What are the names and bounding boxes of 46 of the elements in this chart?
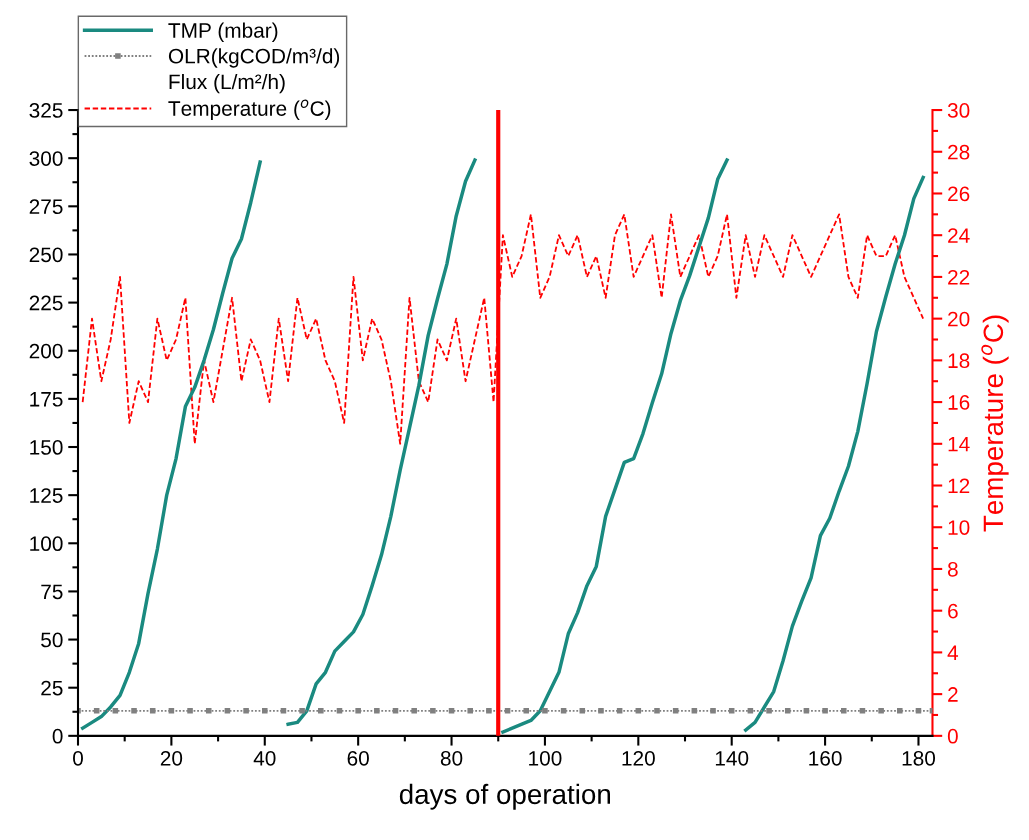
y-tick-label: 125 [30,488,63,503]
y2-tick-label: 24 [948,228,970,243]
y-tick-label: 225 [29,295,63,311]
y2-tick-label: 16 [948,395,970,410]
y-tick-label: 75 [41,584,63,600]
y2-tick-label: 28 [948,144,970,160]
x-tick-label: 180 [902,750,936,766]
y-tick-label: 250 [29,247,63,263]
x-tick-label: 80 [440,750,463,766]
y2-tick-label: 2 [948,687,958,702]
x-tick-label: 20 [160,750,183,766]
y-tick-label: 0 [52,728,63,744]
y-tick-label: 200 [29,343,63,359]
x-tick-label: 40 [253,750,276,766]
y-tick-label: 175 [30,392,63,407]
y-tick-label: 50 [41,632,63,648]
y-tick-label: 25 [41,680,63,696]
y-tick-label: 300 [29,151,63,166]
x-tick-label: 0 [73,750,83,766]
y2-tick-label: 14 [948,437,970,452]
y-tick-label: 325 [29,103,63,118]
legend-label: TMP (mbar) [168,22,278,42]
y2-tick-label: 26 [948,186,970,202]
y2-tick-label: 30 [947,103,970,118]
y2-tick-label: 0 [947,728,958,744]
y2-tick-label: 20 [948,311,970,327]
y2-tick-label: 8 [947,561,958,577]
legend-label: OLR(kgCOD/m³/d) [168,48,340,68]
y-tick-label: 150 [30,440,63,455]
x-tick-label: 60 [347,750,369,766]
x-tick-label: 100 [529,750,562,766]
x-tick-label: 140 [715,750,749,766]
y-tick-label: 100 [30,536,63,552]
y2-tick-label: 4 [947,645,959,660]
x-tick-label: 160 [809,750,842,766]
y2-tick-label: 12 [948,478,970,494]
y2-tick-label: 6 [948,603,958,619]
text: Flux (L/m²/h) [169,73,285,94]
y2-tick-label: 18 [948,353,970,369]
y2-tick-label: 10 [948,520,970,535]
x-axis-title: days of operation [399,783,610,810]
y2-tick-label: 22 [948,269,970,285]
x-tick-label: 120 [622,750,655,766]
y-tick-label: 275 [29,199,63,215]
legend-label: Temperature ($^{o}$C) [168,99,331,121]
y2-axis-title: Temperature ($^{o}$C) [981,315,1009,532]
